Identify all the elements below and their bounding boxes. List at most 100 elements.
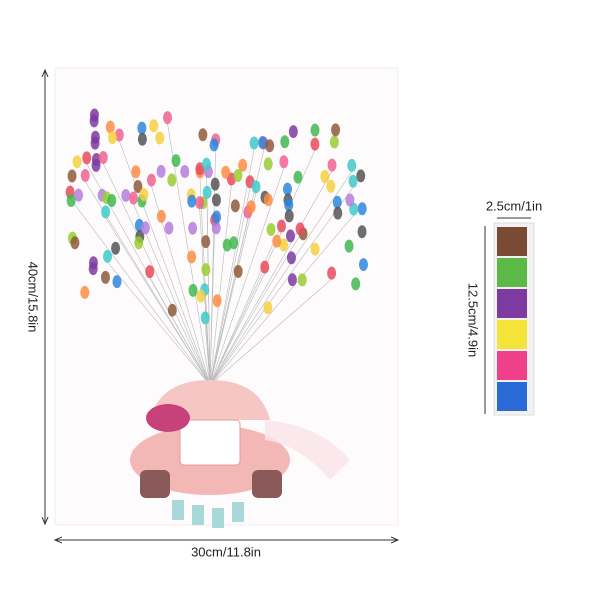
fingerprint: [187, 194, 197, 208]
string: [209, 187, 251, 386]
fingerprint: [288, 125, 298, 139]
string: [209, 171, 353, 386]
fingerprint: [263, 301, 273, 315]
fingerprint: [233, 264, 243, 278]
fingerprint: [180, 165, 190, 179]
fingerprint: [286, 251, 296, 265]
fingerprint: [327, 158, 337, 172]
fingerprint: [155, 131, 165, 145]
fingerprint: [114, 128, 124, 142]
string: [69, 197, 211, 386]
fingerprint: [139, 188, 149, 202]
string: [209, 192, 257, 386]
fingerprint: [258, 136, 268, 150]
fingerprint: [249, 136, 259, 150]
fingerprint: [221, 165, 231, 179]
fingerprint: [90, 130, 100, 144]
fingerprint: [146, 173, 156, 187]
pad-height-label: 12.5cm/4.9in: [466, 283, 481, 357]
string: [107, 262, 211, 386]
poster-width-label: 30cm/11.8in: [191, 544, 261, 559]
fingerprint: [293, 170, 303, 184]
fingerprint: [287, 273, 297, 287]
fingerprint: [140, 221, 150, 235]
string: [209, 278, 332, 386]
fingerprint: [107, 193, 117, 207]
fingerprint: [357, 225, 367, 239]
fingerprint: [198, 128, 208, 142]
fingerprint: [277, 219, 287, 233]
fingerprint: [357, 202, 367, 216]
fingerprint: [356, 169, 366, 183]
fingerprint: [297, 273, 307, 287]
fingerprint: [163, 111, 173, 125]
fingerprint: [66, 194, 76, 208]
fingerprint: [112, 275, 122, 289]
fingerprint: [282, 182, 292, 196]
fingerprint: [331, 123, 341, 137]
fingerprint: [164, 221, 174, 235]
string: [102, 163, 211, 386]
fingerprint: [238, 158, 248, 172]
fingerprint: [284, 209, 294, 223]
fingerprint: [70, 236, 80, 250]
fingerprint: [103, 249, 113, 263]
fingerprint: [222, 238, 232, 252]
fingerprint: [72, 155, 82, 169]
string: [209, 231, 282, 386]
fingerprint: [251, 180, 261, 194]
fingerprint: [82, 151, 92, 165]
fingerprint: [67, 169, 77, 183]
fingerprint: [263, 157, 273, 171]
fingerprint: [212, 294, 222, 308]
fingerprint: [80, 285, 90, 299]
fingerprint: [347, 158, 357, 172]
fingerprint: [351, 277, 361, 291]
fingerprint: [196, 289, 206, 303]
fingerprint: [230, 199, 240, 213]
fingerprint: [107, 131, 117, 145]
fingerprint: [358, 258, 368, 272]
fingerprint: [88, 256, 98, 270]
fingerprint: [211, 193, 221, 207]
fingerprint: [128, 191, 138, 205]
fingerprint: [246, 200, 256, 214]
fingerprint: [263, 193, 273, 207]
fingerprint: [345, 193, 355, 207]
fingerprint: [145, 265, 155, 279]
string: [204, 323, 211, 386]
fingerprint: [91, 152, 101, 166]
fingerprint: [137, 121, 147, 135]
fingerprint: [310, 123, 320, 137]
fingerprint: [89, 108, 99, 122]
fingerprint: [201, 235, 211, 249]
fingerprint: [209, 138, 219, 152]
fingerprint: [266, 223, 276, 237]
fingerprint: [265, 139, 275, 153]
fingerprint: [134, 236, 144, 250]
fingerprint: [344, 239, 354, 253]
fingerprint: [332, 195, 342, 209]
fingerprint: [167, 303, 177, 317]
fingerprint: [285, 229, 295, 243]
fingerprint: [101, 205, 111, 219]
fingerprint: [111, 241, 121, 255]
string: [209, 234, 301, 386]
fingerprint: [279, 238, 289, 252]
fingerprint: [329, 135, 339, 149]
fingerprint: [202, 157, 212, 171]
fingerprint: [333, 206, 343, 220]
fingerprint: [212, 210, 222, 224]
string: [209, 187, 354, 386]
fingerprint: [100, 270, 110, 284]
ink-pad: [493, 222, 535, 416]
fingerprint: [167, 173, 177, 187]
fingerprint: [233, 168, 243, 182]
fingerprint: [156, 164, 166, 178]
fingerprint: [187, 250, 197, 264]
fingerprint: [149, 119, 159, 133]
fingerprint: [284, 198, 294, 212]
fingerprint: [280, 135, 290, 149]
string: [209, 218, 249, 386]
